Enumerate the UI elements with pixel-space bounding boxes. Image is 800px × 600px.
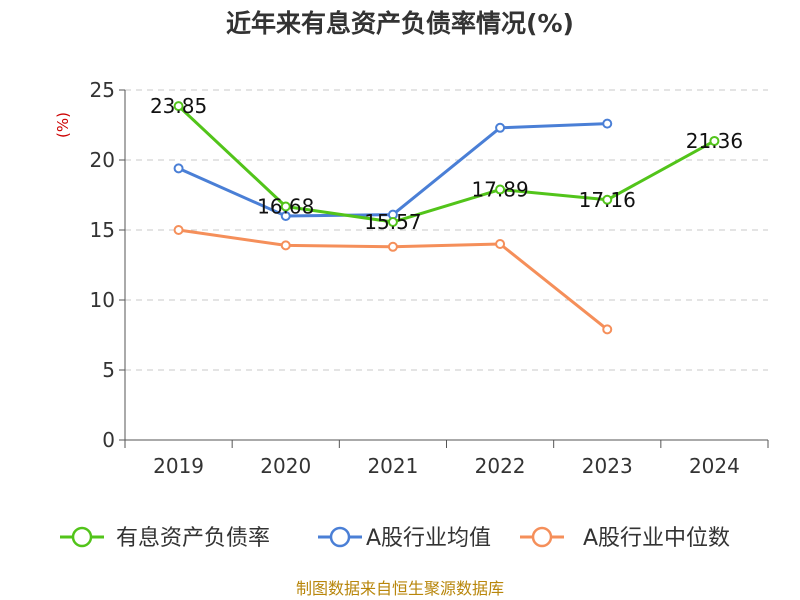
source-note: 制图数据来自恒生聚源数据库: [296, 579, 504, 598]
data-label: 17.89: [471, 178, 528, 202]
legend-item: A股行业均值: [318, 526, 491, 551]
data-point: [495, 122, 506, 133]
legend-item: A股行业中位数: [520, 526, 730, 551]
x-tick-label: 2019: [153, 454, 204, 478]
y-tick-label: 5: [102, 358, 115, 382]
data-point: [387, 241, 398, 252]
legend-label: A股行业均值: [366, 526, 491, 551]
data-label: 16.68: [257, 194, 314, 218]
data-point: [280, 201, 291, 212]
y-tick-label: 10: [90, 288, 115, 312]
data-label: 17.16: [579, 188, 636, 212]
legend-marker: [531, 526, 553, 548]
data-point: [387, 217, 398, 228]
series-line: [177, 122, 608, 218]
grid: [125, 89, 768, 371]
series-1: [173, 118, 613, 221]
y-tick-label: 0: [102, 428, 115, 452]
data-label: 15.57: [364, 210, 421, 234]
series-layer: [173, 101, 720, 335]
data-point: [173, 225, 184, 235]
data-label: 23.85: [150, 94, 207, 118]
chart-title: 近年来有息资产负债率情况(%): [226, 9, 574, 38]
legend-label: A股行业中位数: [583, 526, 730, 551]
data-point: [173, 101, 184, 112]
legend-marker: [329, 526, 351, 548]
legend: 有息资产负债率 A股行业均值 A股行业中位数: [60, 526, 730, 551]
data-point: [602, 324, 613, 335]
data-point: [280, 240, 291, 251]
y-tick-label: 20: [90, 148, 115, 172]
legend-label: 有息资产负债率: [116, 526, 270, 551]
x-tick-label: 2024: [689, 454, 740, 478]
data-label: 21.36: [686, 129, 743, 153]
data-point: [602, 194, 613, 205]
data-point: [495, 184, 506, 195]
legend-marker: [71, 526, 93, 548]
y-tick-label: 15: [90, 218, 115, 242]
data-point: [709, 135, 720, 146]
x-tick-label: 2023: [582, 454, 633, 478]
legend-item: 有息资产负债率: [60, 526, 270, 551]
data-point: [495, 239, 506, 249]
series-2: [173, 225, 613, 335]
data-point: [602, 118, 613, 129]
y-tick-label: 25: [90, 78, 115, 102]
series-0: [173, 101, 720, 228]
x-tick-label: 2021: [367, 454, 418, 478]
y-axis-label: (%): [54, 112, 72, 138]
x-tick-label: 2020: [260, 454, 311, 478]
data-point: [173, 163, 184, 174]
data-point: [280, 211, 291, 221]
x-tick-label: 2022: [475, 454, 526, 478]
data-labels: 23.85 16.68 15.57 17.89 17.16 21.36: [150, 94, 743, 234]
axes: 0 5 10 15 20 25 2019 2020 2021 2022 2023 2024: [90, 78, 769, 478]
series-line: [177, 105, 716, 224]
